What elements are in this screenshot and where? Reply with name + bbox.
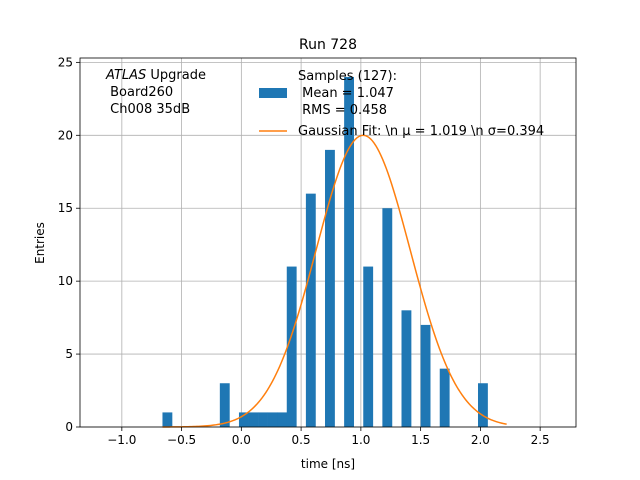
histogram-bar — [325, 149, 335, 427]
x-axis-ticks: −1.0 −0.5 0.0 0.5 1.0 1.5 2.0 2.5 — [107, 427, 550, 447]
annotation-upgrade: Upgrade — [146, 68, 206, 83]
histogram-bar — [401, 310, 412, 427]
x-tick-label: 0.0 — [232, 433, 251, 447]
histogram-bar — [162, 412, 173, 427]
annotation-line-2: Board260 — [106, 85, 173, 100]
gaussian-fit-curve — [162, 134, 507, 428]
histogram-bar — [267, 412, 278, 427]
y-tick-label: 0 — [65, 420, 73, 434]
x-tick-label: −1.0 — [107, 433, 136, 447]
x-tick-label: 2.0 — [471, 433, 490, 447]
y-tick-label: 20 — [58, 128, 73, 142]
y-tick-label: 15 — [58, 201, 73, 215]
y-axis-label: Entries — [33, 222, 47, 264]
legend: Samples (127): Mean = 1.047 RMS = 0.458 … — [259, 69, 544, 139]
legend-samples-line-3: RMS = 0.458 — [298, 103, 387, 118]
x-tick-label: −0.5 — [167, 433, 196, 447]
histogram-bar — [477, 383, 488, 427]
annotation-line-1: ATLAS Upgrade — [105, 68, 206, 83]
histogram-bar — [248, 412, 259, 427]
atlas-annotation: ATLAS Upgrade Board260 Ch008 35dB — [105, 68, 206, 117]
legend-swatch-samples — [259, 88, 287, 98]
histogram-bar — [258, 412, 268, 427]
annotation-line-3: Ch008 35dB — [106, 102, 190, 117]
histogram-bar — [219, 383, 230, 427]
plot-frame — [79, 57, 577, 428]
x-axis-label: time [ns] — [301, 457, 355, 471]
x-tick-label: 1.5 — [411, 433, 430, 447]
x-tick-label: 0.5 — [292, 433, 311, 447]
legend-samples-line-1: Samples (127): — [298, 69, 397, 84]
chart-title: Run 728 — [299, 37, 357, 53]
histogram-bar — [420, 324, 431, 427]
annotation-atlas: ATLAS — [105, 68, 146, 83]
histogram-bar — [238, 412, 249, 427]
legend-samples-line-2: Mean = 1.047 — [298, 86, 394, 101]
legend-fit-label: Gaussian Fit: \n μ = 1.019 \n σ=0.394 — [298, 124, 544, 139]
histogram-bar — [439, 368, 450, 427]
y-tick-label: 10 — [58, 274, 73, 288]
histogram-bar — [344, 76, 354, 427]
histogram-bar — [286, 266, 297, 427]
x-tick-label: 2.5 — [531, 433, 550, 447]
y-tick-label: 5 — [65, 347, 73, 361]
histogram-bar — [382, 208, 393, 427]
x-tick-label: 1.0 — [351, 433, 370, 447]
histogram-bar — [305, 193, 316, 427]
histogram-bar — [277, 412, 288, 427]
y-axis-ticks: 0 5 10 15 20 25 — [58, 55, 80, 434]
histogram-bar — [363, 266, 374, 427]
histogram-bars — [162, 76, 488, 427]
y-tick-label: 25 — [58, 55, 73, 69]
